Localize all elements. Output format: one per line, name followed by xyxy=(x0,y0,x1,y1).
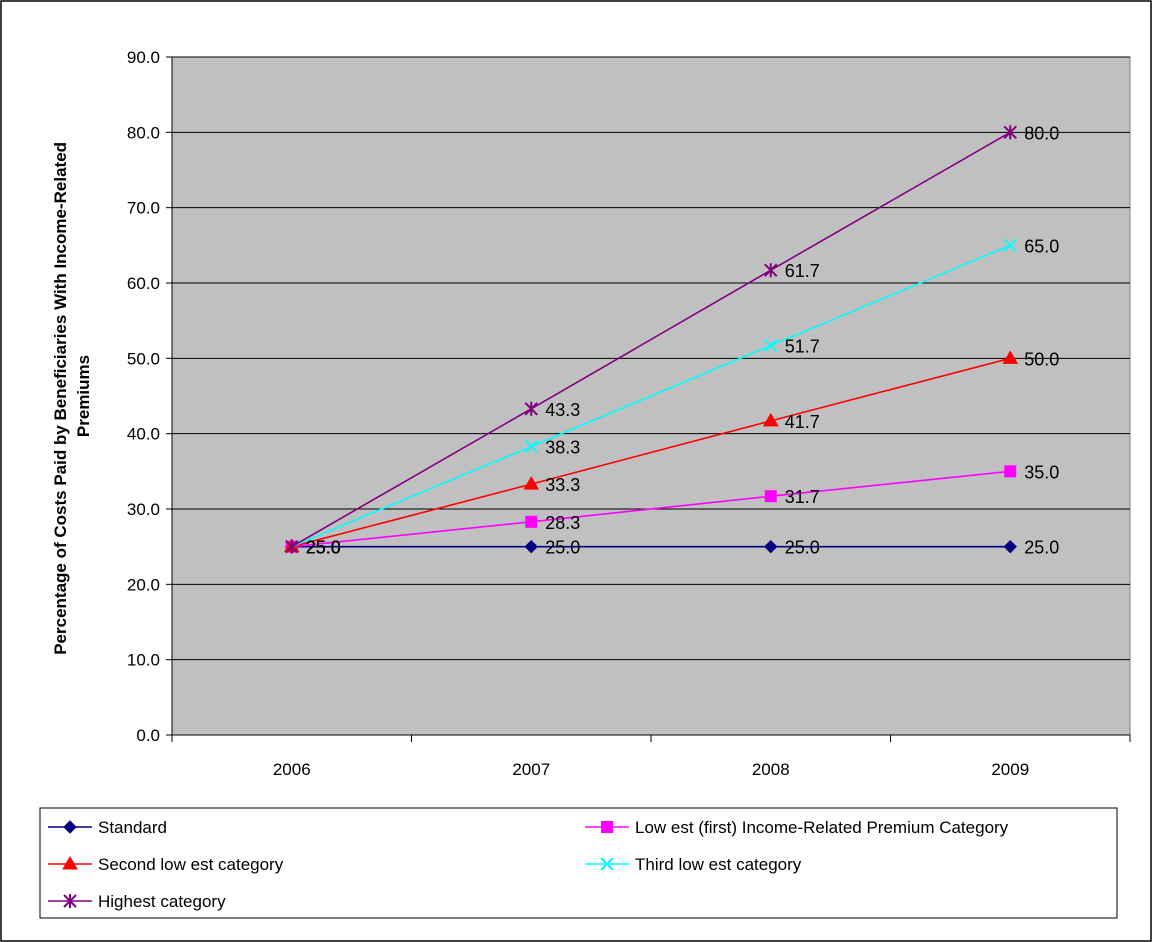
legend-label: Third low est category xyxy=(635,855,802,874)
data-label: 25.0 xyxy=(545,538,580,558)
data-label: 25.0 xyxy=(306,538,341,558)
legend-marker xyxy=(600,857,614,871)
legend-label: Low est (first) Income-Related Premium C… xyxy=(635,818,1009,837)
data-label: 35.0 xyxy=(1024,462,1059,482)
legend-item: Second low est category xyxy=(48,855,284,874)
series-2 xyxy=(283,350,1019,553)
series-group xyxy=(283,125,1019,554)
data-label: 25.0 xyxy=(306,538,341,558)
x-tick-label: 2007 xyxy=(512,760,550,779)
legend-label: Highest category xyxy=(98,892,226,911)
series-line xyxy=(291,131,1011,548)
data-point xyxy=(1003,238,1017,253)
data-label: 41.7 xyxy=(785,412,820,432)
data-point xyxy=(764,263,778,278)
data-label: 28.3 xyxy=(545,513,580,533)
data-point xyxy=(764,338,778,353)
data-point xyxy=(523,476,540,490)
legend-item: Highest category xyxy=(48,892,226,911)
y-tick-label: 20.0 xyxy=(127,575,160,594)
data-label: 43.3 xyxy=(545,400,580,420)
data-point xyxy=(525,515,538,528)
y-tick-label: 60.0 xyxy=(127,274,160,293)
legend-marker xyxy=(63,894,77,908)
data-point xyxy=(524,539,538,554)
series-line xyxy=(291,470,1011,548)
y-axis-label-line-2: Premiums xyxy=(74,355,93,437)
legend-label: Second low est category xyxy=(98,855,284,874)
legend: Standard Low est (first) Income-Related P… xyxy=(48,818,1009,911)
series-4 xyxy=(285,125,1017,554)
data-label: 61.7 xyxy=(785,261,820,281)
data-point xyxy=(764,490,777,503)
data-point xyxy=(764,539,778,554)
y-tick-label: 90.0 xyxy=(127,48,160,67)
data-label: 65.0 xyxy=(1024,236,1059,256)
data-label: 25.0 xyxy=(306,538,341,558)
y-axis-label: Percentage of Costs Paid by Beneficiarie… xyxy=(51,137,93,655)
y-tick-label: 70.0 xyxy=(127,199,160,218)
data-label: 50.0 xyxy=(1024,349,1059,369)
data-point xyxy=(285,539,299,554)
x-tick-label: 2009 xyxy=(991,760,1029,779)
legend-marker xyxy=(62,856,78,870)
y-axis-ticks: 0.0 10.0 20.0 30.0 40.0 50.0 60.0 70.0 80.0 90.0 xyxy=(127,48,172,745)
data-point xyxy=(524,401,538,416)
legend-item: Third low est category xyxy=(585,855,802,874)
data-label: 25.0 xyxy=(306,538,341,558)
data-point xyxy=(524,439,538,454)
data-label: 25.0 xyxy=(306,538,341,558)
series-line xyxy=(291,357,1011,548)
legend-box xyxy=(39,807,1118,919)
x-tick-label: 2006 xyxy=(273,760,311,779)
data-point xyxy=(1003,539,1017,554)
legend-marker xyxy=(601,821,613,833)
y-tick-label: 30.0 xyxy=(127,500,160,519)
data-point xyxy=(1002,350,1019,364)
data-label: 33.3 xyxy=(545,475,580,495)
x-tick-label: 2008 xyxy=(752,760,790,779)
x-axis-ticks: 2006 2007 2008 2009 xyxy=(171,735,1131,779)
data-point xyxy=(762,412,779,427)
y-tick-label: 50.0 xyxy=(127,349,160,368)
legend-item: Standard xyxy=(48,818,167,837)
data-label: 31.7 xyxy=(785,487,820,507)
legend-label: Standard xyxy=(98,818,167,837)
data-labels: 25.0 25.0 25.0 25.025.028.331.735.025.033.3… xyxy=(306,123,1060,557)
y-tick-label: 10.0 xyxy=(127,651,160,670)
data-label: 51.7 xyxy=(785,337,820,357)
series-line xyxy=(291,244,1011,548)
data-label: 25.0 xyxy=(785,538,820,558)
legend-marker xyxy=(63,820,77,834)
data-label: 25.0 xyxy=(1024,538,1059,558)
data-point xyxy=(1004,465,1017,478)
data-point xyxy=(1003,125,1017,140)
y-axis-label-line-1: Percentage of Costs Paid by Beneficiarie… xyxy=(51,142,70,655)
y-tick-label: 40.0 xyxy=(127,425,160,444)
data-label: 38.3 xyxy=(545,437,580,457)
y-tick-label: 80.0 xyxy=(127,123,160,142)
legend-item: Low est (first) Income-Related Premium C… xyxy=(585,818,1009,837)
y-tick-label: 0.0 xyxy=(136,726,160,745)
data-label: 80.0 xyxy=(1024,123,1059,143)
